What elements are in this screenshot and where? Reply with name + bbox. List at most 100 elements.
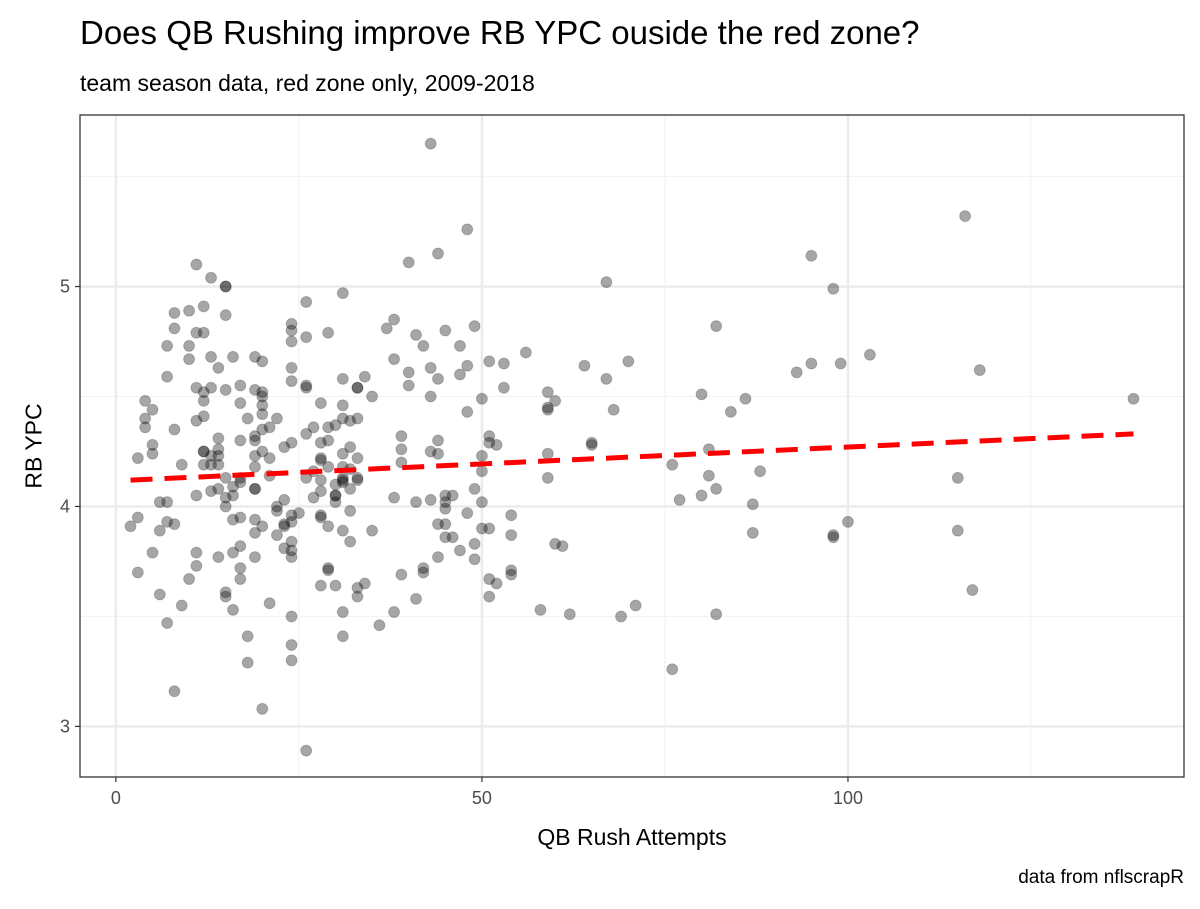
data-point bbox=[739, 392, 752, 405]
data-point bbox=[256, 355, 269, 368]
data-point bbox=[183, 304, 196, 317]
data-point bbox=[600, 372, 613, 385]
data-point bbox=[388, 353, 401, 366]
data-point bbox=[219, 280, 232, 293]
data-point bbox=[285, 375, 298, 388]
data-point bbox=[505, 564, 518, 577]
data-point bbox=[285, 509, 298, 522]
data-point bbox=[563, 608, 576, 621]
data-point bbox=[248, 449, 261, 462]
data-point bbox=[336, 474, 349, 487]
data-point bbox=[827, 531, 840, 544]
data-point bbox=[863, 348, 876, 361]
data-point bbox=[197, 445, 210, 458]
data-point bbox=[227, 603, 240, 616]
data-point bbox=[248, 383, 261, 396]
data-point bbox=[483, 590, 496, 603]
data-point bbox=[402, 379, 415, 392]
data-point bbox=[153, 588, 166, 601]
data-point bbox=[190, 489, 203, 502]
data-point bbox=[227, 350, 240, 363]
data-point bbox=[380, 322, 393, 335]
data-point bbox=[139, 421, 152, 434]
data-point bbox=[475, 449, 488, 462]
data-point bbox=[951, 471, 964, 484]
data-point bbox=[190, 258, 203, 271]
data-point bbox=[475, 392, 488, 405]
data-point bbox=[424, 361, 437, 374]
data-point bbox=[615, 610, 628, 623]
data-point bbox=[322, 562, 335, 575]
data-point bbox=[329, 579, 342, 592]
data-point bbox=[285, 639, 298, 652]
data-point bbox=[431, 434, 444, 447]
data-point bbox=[439, 518, 452, 531]
data-point bbox=[227, 546, 240, 559]
data-point bbox=[468, 537, 481, 550]
data-point bbox=[256, 390, 269, 403]
data-point bbox=[754, 465, 767, 478]
data-point bbox=[534, 603, 547, 616]
data-point bbox=[322, 564, 335, 577]
data-point bbox=[256, 702, 269, 715]
data-point bbox=[219, 471, 232, 484]
data-point bbox=[256, 445, 269, 458]
data-point bbox=[666, 458, 679, 471]
data-point bbox=[219, 309, 232, 322]
data-point bbox=[351, 412, 364, 425]
data-point bbox=[431, 551, 444, 564]
data-point bbox=[197, 300, 210, 313]
data-point bbox=[475, 496, 488, 509]
data-point bbox=[329, 496, 342, 509]
data-point bbox=[322, 421, 335, 434]
data-point bbox=[197, 445, 210, 458]
data-point bbox=[1127, 392, 1140, 405]
data-point bbox=[241, 656, 254, 669]
data-point bbox=[234, 476, 247, 489]
plot-border bbox=[79, 114, 1185, 778]
data-point bbox=[549, 537, 562, 550]
data-point bbox=[285, 317, 298, 330]
data-point bbox=[219, 383, 232, 396]
data-point bbox=[197, 394, 210, 407]
data-point bbox=[966, 584, 979, 597]
data-point bbox=[395, 568, 408, 581]
data-point bbox=[241, 630, 254, 643]
data-point bbox=[190, 326, 203, 339]
data-point bbox=[314, 579, 327, 592]
data-point bbox=[344, 504, 357, 517]
data-point bbox=[329, 489, 342, 502]
data-point bbox=[695, 489, 708, 502]
chart-subtitle: team season data, red zone only, 2009-20… bbox=[80, 70, 535, 96]
data-point bbox=[168, 518, 181, 531]
data-point bbox=[497, 357, 510, 370]
data-point bbox=[505, 568, 518, 581]
data-point bbox=[424, 493, 437, 506]
data-point bbox=[410, 328, 423, 341]
y-axis-title: RB YPC bbox=[20, 403, 47, 489]
y-tick-label: 3 bbox=[60, 716, 70, 736]
data-point bbox=[314, 397, 327, 410]
data-point bbox=[161, 617, 174, 630]
data-point bbox=[344, 535, 357, 548]
data-point bbox=[161, 496, 174, 509]
data-point bbox=[168, 423, 181, 436]
data-point bbox=[256, 399, 269, 412]
data-point bbox=[300, 331, 313, 344]
data-point bbox=[205, 449, 218, 462]
data-point bbox=[139, 394, 152, 407]
data-point bbox=[453, 368, 466, 381]
data-point bbox=[490, 438, 503, 451]
data-point bbox=[278, 520, 291, 533]
data-point bbox=[336, 524, 349, 537]
data-point bbox=[183, 353, 196, 366]
data-point bbox=[351, 471, 364, 484]
data-point bbox=[439, 502, 452, 515]
data-point bbox=[790, 366, 803, 379]
data-point bbox=[410, 592, 423, 605]
data-point bbox=[702, 469, 715, 482]
data-point bbox=[505, 529, 518, 542]
data-point bbox=[278, 441, 291, 454]
data-point bbox=[366, 524, 379, 537]
